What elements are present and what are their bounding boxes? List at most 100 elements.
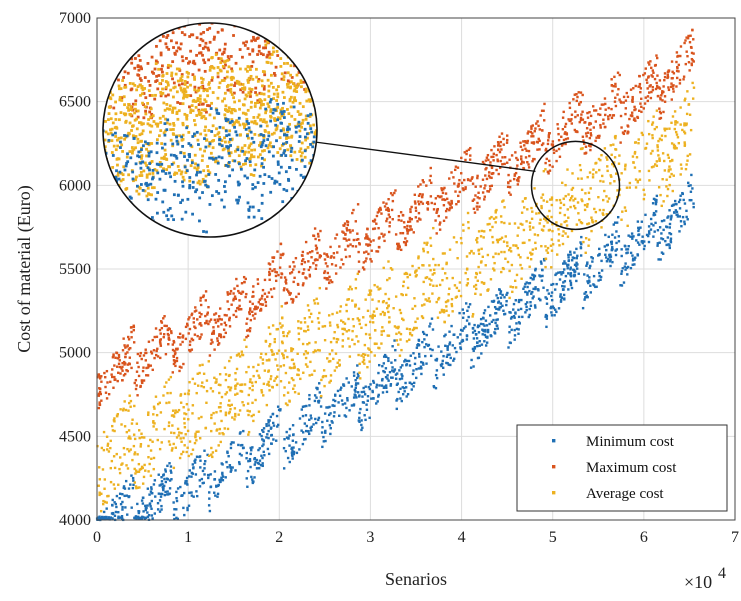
data-point [503, 156, 507, 159]
data-point [561, 242, 565, 246]
data-point [569, 281, 573, 285]
data-point [656, 242, 660, 245]
data-point [441, 191, 445, 195]
data-point [279, 380, 283, 383]
zoomed-point [247, 146, 251, 150]
data-point [528, 307, 531, 311]
data-point [248, 307, 252, 310]
data-point [207, 474, 210, 477]
data-point [500, 236, 504, 239]
data-point [315, 297, 318, 301]
data-point [219, 335, 223, 339]
data-point [620, 254, 623, 258]
data-point [383, 353, 387, 357]
data-point [605, 213, 608, 216]
data-point [666, 187, 670, 191]
data-point [193, 333, 197, 336]
data-point [121, 517, 124, 520]
data-point [598, 208, 602, 212]
data-point [476, 236, 479, 240]
zoomed-point [259, 141, 263, 145]
zoomed-point [257, 49, 261, 53]
data-point [420, 360, 423, 364]
data-point [578, 103, 581, 106]
data-point [280, 272, 283, 275]
data-point [436, 316, 440, 319]
data-point [460, 172, 463, 175]
data-point [401, 317, 404, 320]
data-point [569, 273, 572, 277]
data-point [239, 308, 243, 311]
data-point [642, 247, 646, 251]
data-point [435, 284, 438, 288]
data-point [244, 295, 247, 299]
zoomed-point [313, 131, 317, 135]
data-point [538, 148, 541, 151]
data-point [450, 304, 454, 308]
zoomed-point [197, 86, 201, 90]
data-point [224, 331, 227, 335]
data-point [655, 81, 658, 85]
data-point [127, 338, 131, 341]
data-point [486, 189, 489, 193]
data-point [629, 266, 633, 270]
zoomed-point [225, 75, 229, 79]
data-point [485, 166, 488, 170]
data-point [676, 215, 680, 218]
data-point [644, 67, 647, 70]
data-point [188, 381, 191, 384]
data-point [374, 329, 377, 332]
data-point [165, 477, 169, 480]
data-point [494, 221, 497, 224]
zoomed-point [140, 86, 144, 90]
data-point [491, 172, 494, 176]
data-point [185, 402, 189, 406]
data-point [329, 245, 332, 249]
data-point [612, 84, 615, 88]
data-point [672, 143, 676, 146]
data-point [406, 275, 409, 279]
data-point [180, 452, 183, 456]
data-point [441, 252, 445, 255]
data-point [327, 360, 331, 363]
data-point [579, 246, 583, 249]
data-point [358, 420, 361, 423]
data-point [145, 506, 148, 510]
data-point [177, 336, 180, 339]
data-point [336, 389, 340, 393]
data-point [580, 188, 584, 192]
data-point [511, 286, 515, 289]
data-point [216, 318, 219, 321]
data-point [382, 386, 386, 390]
data-point [589, 122, 593, 125]
data-point [524, 147, 527, 151]
data-point [563, 132, 566, 135]
data-point [147, 456, 150, 459]
data-point [198, 455, 201, 459]
data-point [500, 148, 503, 151]
data-point [686, 218, 689, 221]
data-point [669, 85, 673, 89]
data-point [413, 304, 417, 308]
data-point [412, 369, 415, 372]
data-point [380, 232, 383, 236]
data-point [484, 344, 488, 347]
data-point [507, 248, 511, 252]
data-point [381, 300, 385, 304]
data-point [98, 403, 102, 407]
zoomed-point [302, 80, 306, 84]
data-point [115, 351, 119, 355]
zoomed-point [170, 74, 174, 77]
data-point [217, 406, 221, 409]
data-point [351, 318, 355, 321]
data-point [283, 287, 286, 290]
zoomed-point [159, 121, 163, 124]
data-point [301, 342, 305, 346]
data-point [308, 315, 311, 319]
data-point [523, 285, 526, 288]
zoomed-point [231, 7, 234, 10]
data-point [306, 342, 309, 346]
data-point [605, 248, 608, 252]
data-point [547, 132, 551, 135]
data-point [331, 349, 334, 352]
